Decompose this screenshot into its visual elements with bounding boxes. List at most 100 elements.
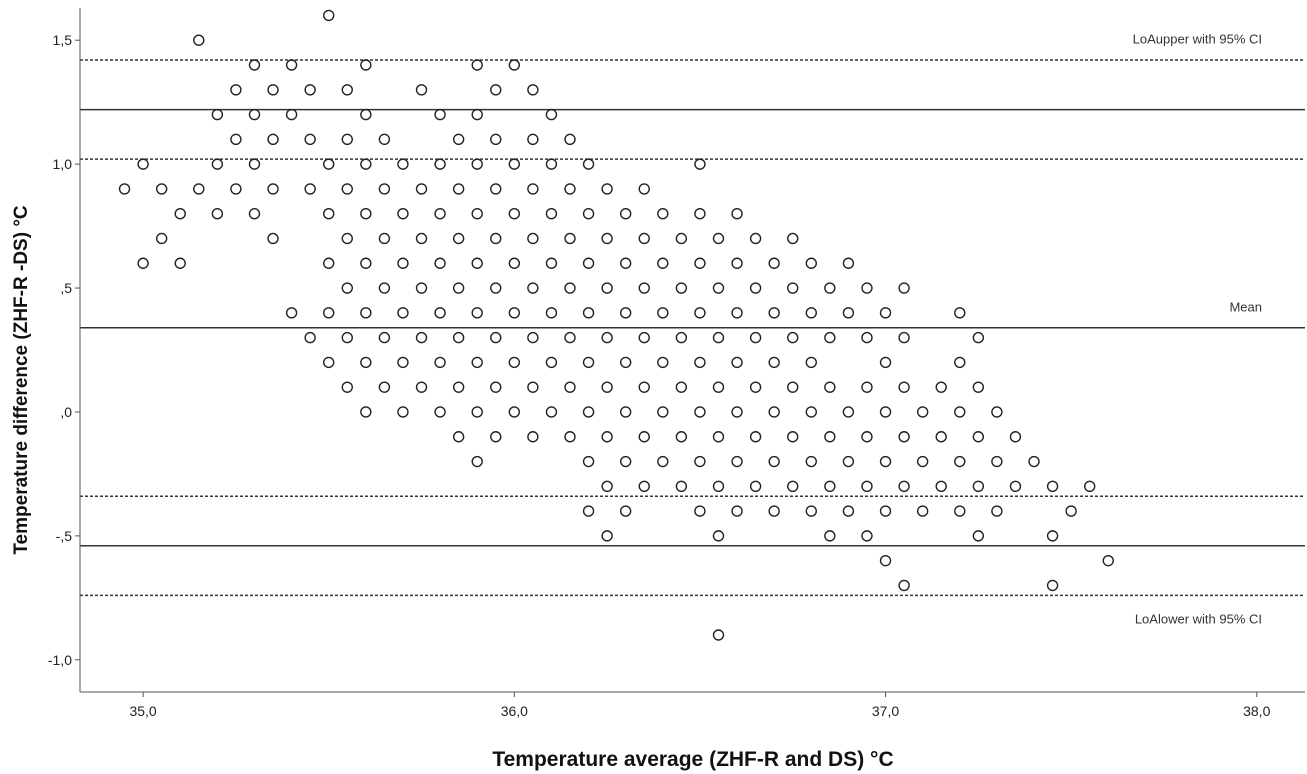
data-point [861, 530, 873, 542]
x-tick-label-3: 38,0 [1243, 703, 1270, 719]
data-point [972, 480, 985, 493]
y-tick-label-0: 1,5 [53, 32, 73, 48]
data-point [582, 207, 595, 220]
data-point [768, 406, 780, 418]
data-point [323, 356, 335, 369]
data-point [564, 381, 576, 393]
data-point [712, 282, 725, 294]
data-point [619, 307, 632, 319]
data-point [935, 381, 947, 393]
data-point [527, 133, 539, 146]
data-point [508, 257, 521, 269]
data-point [768, 505, 780, 517]
data-point [582, 406, 595, 418]
data-point [619, 455, 632, 468]
data-point [898, 331, 910, 344]
data-point [861, 331, 873, 344]
data-point [861, 282, 873, 294]
data-point [248, 158, 261, 170]
data-point [452, 133, 465, 146]
data-point [582, 257, 595, 269]
data-point [787, 480, 799, 493]
data-point [991, 505, 1003, 517]
data-point [768, 257, 780, 269]
data-point [490, 183, 502, 195]
data-point [972, 530, 985, 542]
data-point [360, 108, 372, 121]
data-point [991, 406, 1003, 418]
data-point [564, 232, 576, 245]
data-point [564, 331, 576, 344]
data-point [712, 232, 725, 245]
data-point [341, 84, 353, 96]
data-point [619, 356, 632, 369]
data-point [434, 108, 446, 121]
data-point [675, 282, 688, 294]
data-point [898, 282, 910, 294]
data-point [378, 331, 391, 344]
data-point [954, 505, 966, 517]
data-point [731, 455, 743, 468]
data-point [545, 158, 558, 170]
data-point [452, 232, 465, 245]
data-point [657, 207, 669, 220]
ref-label-6: LoAlower with 95% CI [1135, 611, 1262, 626]
data-point [360, 257, 372, 269]
data-point [137, 158, 149, 170]
data-point [285, 307, 298, 319]
data-point [805, 307, 817, 319]
data-point [657, 455, 669, 468]
data-point [434, 356, 446, 369]
data-point [211, 207, 224, 220]
data-point [972, 381, 985, 393]
data-point [842, 307, 855, 319]
data-point [749, 480, 762, 493]
data-point [508, 207, 521, 220]
data-point [657, 356, 669, 369]
data-point [805, 257, 817, 269]
data-point [916, 455, 929, 468]
data-point [731, 356, 743, 369]
data-point [527, 183, 539, 195]
axes [79, 8, 1305, 693]
data-point [582, 356, 595, 369]
y-tick-label-3: ,0 [60, 404, 72, 420]
data-point [619, 505, 632, 517]
data-point [471, 158, 483, 170]
x-tick-label-0: 35,0 [129, 703, 156, 719]
data-point [285, 59, 298, 71]
data-point [768, 356, 780, 369]
data-point [564, 183, 576, 195]
data-point [787, 331, 799, 344]
data-point [768, 455, 780, 468]
data-point [1046, 530, 1059, 542]
data-point [471, 307, 483, 319]
data-point [787, 381, 799, 393]
data-point [879, 505, 892, 517]
data-point [527, 381, 539, 393]
data-point [638, 331, 650, 344]
data-points [118, 9, 1114, 641]
reference-line-labels: LoAupper with 95% CI Mean LoAlower with 95… [1133, 32, 1262, 627]
data-point [861, 480, 873, 493]
data-point [378, 282, 391, 294]
data-point [360, 207, 372, 220]
y-tick-label-5: -1,0 [48, 652, 72, 668]
data-point [193, 183, 205, 195]
data-point [545, 307, 558, 319]
data-point [545, 108, 558, 121]
data-point [619, 257, 632, 269]
data-point [527, 331, 539, 344]
data-point [1046, 579, 1059, 592]
data-point [935, 480, 947, 493]
y-tick-label-1: 1,0 [53, 156, 73, 172]
data-point [601, 183, 613, 195]
data-point [879, 356, 892, 369]
y-axis-ticks: 1,5 1,0 ,5 ,0 -,5 -1,0 [48, 32, 80, 668]
data-point [749, 232, 762, 245]
data-point [527, 282, 539, 294]
data-point [805, 406, 817, 418]
data-point [508, 356, 521, 369]
data-point [916, 406, 929, 418]
data-point [638, 183, 650, 195]
